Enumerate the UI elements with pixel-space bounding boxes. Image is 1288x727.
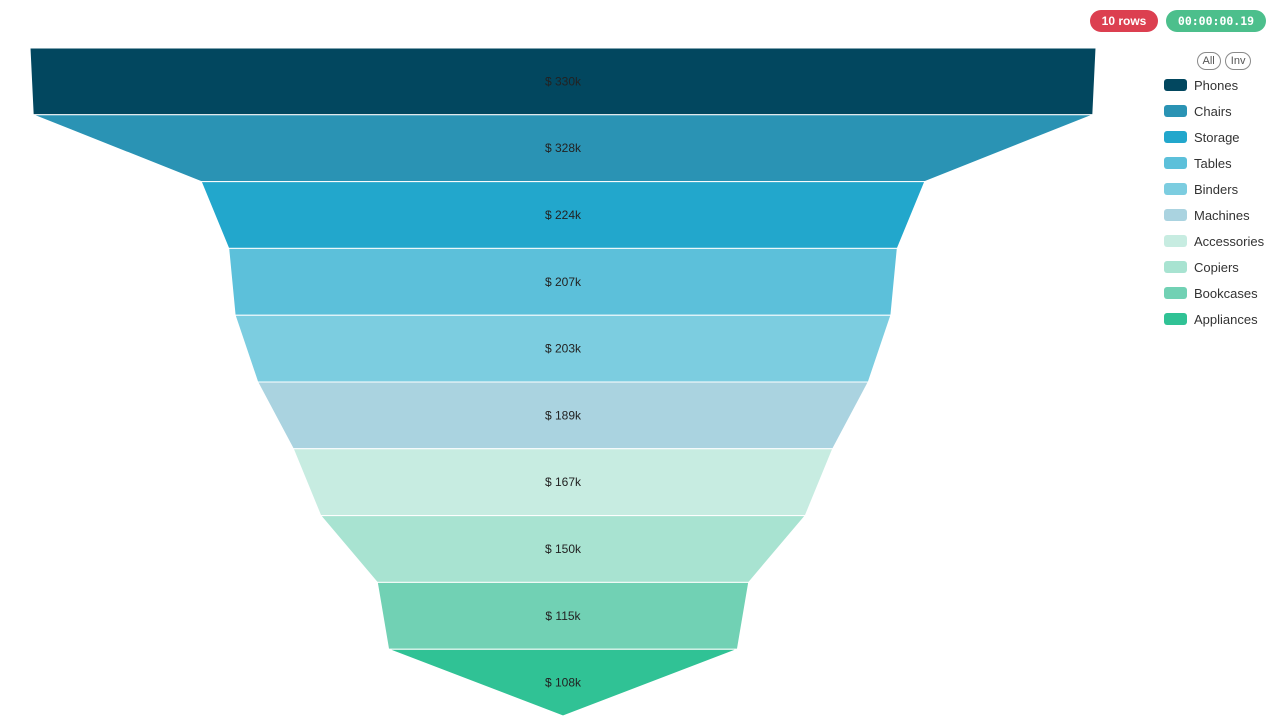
funnel-value-label: $ 189k	[545, 408, 582, 422]
legend-swatch	[1164, 209, 1187, 221]
legend-item-tables[interactable]: Tables	[1164, 150, 1284, 176]
legend-swatch	[1164, 157, 1187, 169]
legend-items: Phones Chairs Storage Tables Binders Machines…	[1164, 72, 1284, 332]
legend-item-copiers[interactable]: Copiers	[1164, 254, 1284, 280]
funnel-value-label: $ 108k	[545, 676, 582, 690]
legend-item-accessories[interactable]: Accessories	[1164, 228, 1284, 254]
legend-label: Machines	[1194, 207, 1250, 223]
funnel-value-label: $ 224k	[545, 208, 582, 222]
funnel-value-label: $ 328k	[545, 141, 582, 155]
funnel-value-label: $ 115k	[545, 609, 581, 623]
legend-label: Copiers	[1194, 259, 1239, 275]
legend-label: Bookcases	[1194, 285, 1258, 301]
funnel-value-label: $ 330k	[545, 74, 582, 88]
funnel-segment-appliances[interactable]	[388, 648, 738, 717]
legend-item-storage[interactable]: Storage	[1164, 124, 1284, 150]
legend-label: Appliances	[1194, 311, 1258, 327]
legend-item-binders[interactable]: Binders	[1164, 176, 1284, 202]
legend-item-machines[interactable]: Machines	[1164, 202, 1284, 228]
legend-swatch	[1164, 235, 1187, 247]
legend-swatch	[1164, 287, 1187, 299]
legend-label: Binders	[1194, 181, 1239, 197]
legend-label: Phones	[1194, 77, 1239, 93]
funnel-value-label: $ 150k	[545, 542, 582, 556]
funnel-chart: $ 330k $ 328k $ 224k $ 207k $ 203k $ 189k $ 16…	[29, 47, 1097, 717]
query-time-badge: 00:00:00.19	[1166, 10, 1266, 32]
legend-swatch	[1164, 105, 1187, 117]
legend-item-bookcases[interactable]: Bookcases	[1164, 280, 1284, 306]
legend-label: Accessories	[1194, 233, 1265, 249]
legend-select-all-button[interactable]: All	[1196, 52, 1221, 70]
legend-swatch	[1164, 183, 1187, 195]
legend-label: Chairs	[1194, 103, 1232, 119]
funnel-value-label: $ 167k	[545, 475, 582, 489]
legend-swatch	[1164, 131, 1187, 143]
legend-item-phones[interactable]: Phones	[1164, 72, 1284, 98]
legend-item-chairs[interactable]: Chairs	[1164, 98, 1284, 124]
legend-controls: All Inv	[1164, 52, 1284, 72]
legend-swatch	[1164, 261, 1187, 273]
funnel-value-label: $ 203k	[545, 342, 582, 356]
rows-count-badge: 10 rows	[1090, 10, 1158, 32]
legend-swatch	[1164, 79, 1187, 91]
legend-label: Storage	[1194, 129, 1240, 145]
legend-swatch	[1164, 313, 1187, 325]
legend-invert-button[interactable]: Inv	[1224, 52, 1252, 70]
legend-item-appliances[interactable]: Appliances	[1164, 306, 1284, 332]
funnel-value-label: $ 207k	[545, 275, 582, 289]
chart-legend: All Inv Phones Chairs Storage Tables Binders…	[1164, 52, 1284, 332]
legend-label: Tables	[1194, 155, 1232, 171]
